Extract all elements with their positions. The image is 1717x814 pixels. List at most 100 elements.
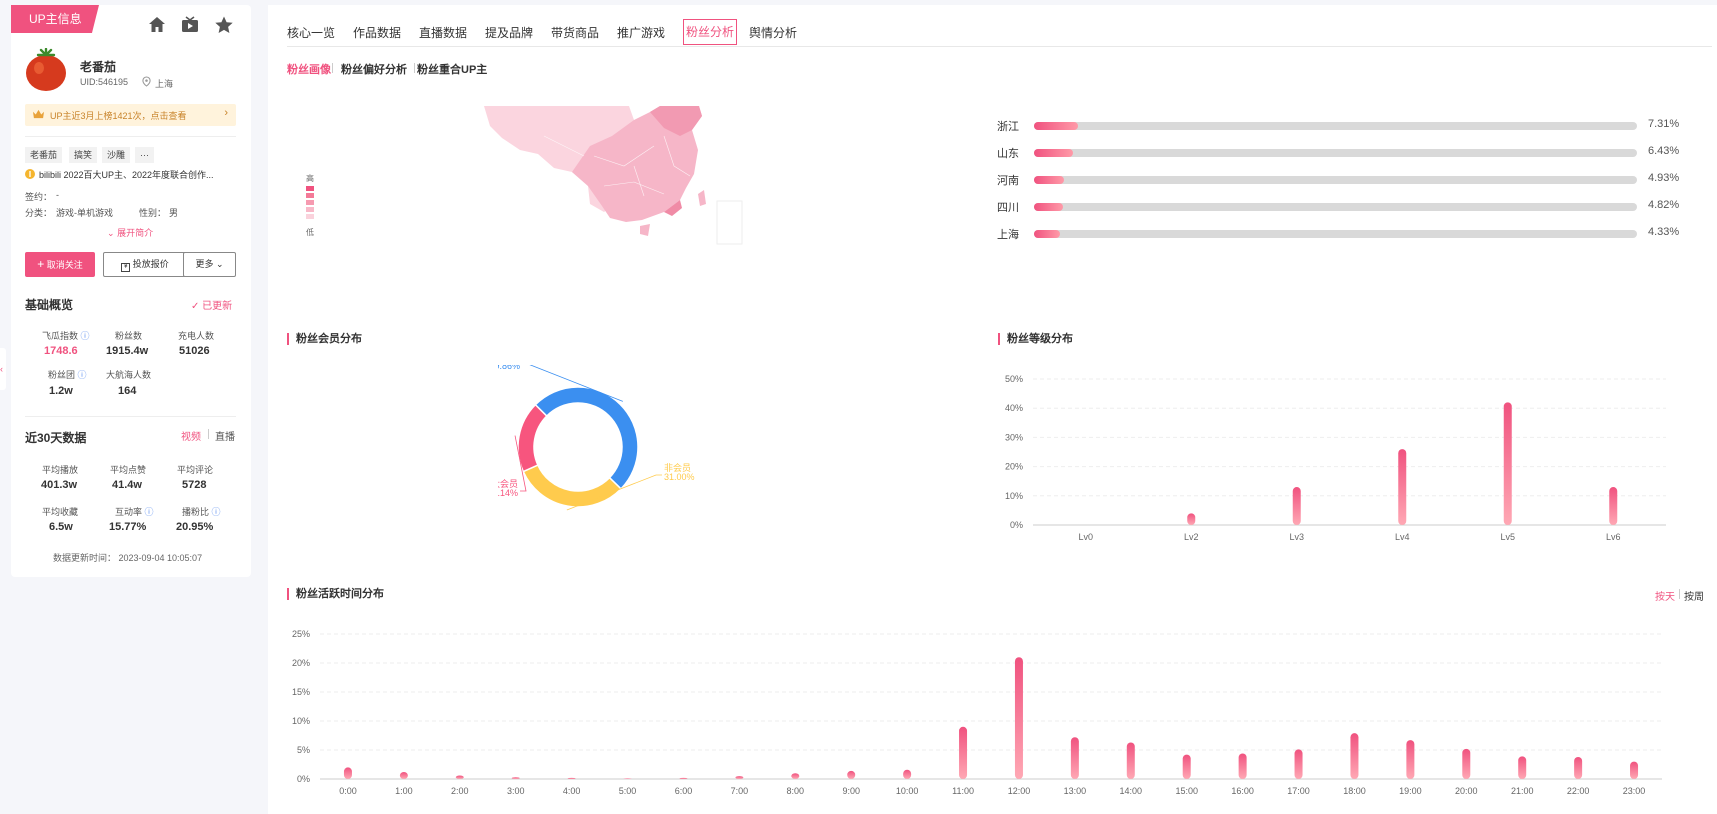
subtab-overlap[interactable]: 粉丝重合UP主 [417,64,488,76]
category-label: 分类： [25,208,53,218]
recent-label: 平均评论 [177,465,214,475]
up-info-sidebar: UP主信息 老番茄 UID:546195 上海 UP主近3月上榜1421次，点击… [11,5,251,577]
bar[interactable] [791,773,800,779]
bar[interactable] [959,726,968,779]
more-button[interactable]: 更多 ⌄ [183,252,236,277]
recent-value: 5728 [182,479,207,491]
x-tick-label: 2:00 [451,786,469,796]
more-label: 更多 [195,259,214,269]
level-bar-chart: 0% 10% 20% 30% 40% 50% Lv0 Lv2 Lv3 Lv4 Lv5 Lv6 [1005,374,1666,542]
donut-slice[interactable] [522,464,623,508]
donut-slice[interactable] [534,386,639,490]
tab-games[interactable]: 推广游戏 [617,26,666,40]
bar[interactable] [511,777,520,779]
collapse-handle[interactable]: ‹ [0,348,6,390]
recent-value: 41.4w [112,479,142,491]
province-bar-fill [1034,122,1079,130]
update-time: 数据更新时间： 2023-09-04 10:05:07 [53,553,203,563]
tab-goods[interactable]: 带货商品 [551,26,600,40]
quote-label: 投放报价 [132,259,169,269]
help-icon[interactable]: ⓘ [144,507,154,517]
gender-label: 性别： [139,208,167,218]
tab-fans[interactable]: 粉丝分析 [683,19,738,45]
bar[interactable] [1503,402,1512,525]
x-tick-label: 14:00 [1120,786,1143,796]
recent-tab-video[interactable]: 视频 [181,432,201,443]
tab-works[interactable]: 作品数据 [353,26,402,40]
main-panel: 核心一览 作品数据 直播数据 提及品牌 带货商品 推广游戏 粉丝分析 舆情分析 … [268,5,1717,814]
bar[interactable] [1630,761,1639,779]
help-icon[interactable]: ⓘ [77,370,87,380]
bar[interactable] [1462,748,1471,779]
bar[interactable] [1574,756,1583,779]
unfollow-label: 取消关注 [46,260,83,270]
province-pct: 6.43% [1648,145,1680,157]
donut-slice[interactable] [517,403,548,473]
bar[interactable] [1182,754,1191,779]
avatar [26,48,66,91]
tab-divider [208,429,209,439]
bar[interactable] [679,777,688,779]
bar[interactable] [1350,733,1359,779]
y-tick-label: 40% [1005,403,1023,413]
bar[interactable] [1238,753,1247,779]
china-map[interactable] [484,106,746,246]
star-icon[interactable] [214,15,234,35]
bar[interactable] [1014,657,1023,779]
tab-brands[interactable]: 提及品牌 [485,26,534,40]
donut-leader-line [566,474,662,511]
recent-tab-live[interactable]: 直播 [215,432,235,443]
bar[interactable] [1126,742,1135,779]
bar[interactable] [623,778,632,779]
bar[interactable] [1294,749,1303,779]
x-tick-label: 23:00 [1623,786,1646,796]
x-tick-label: Lv3 [1289,532,1304,542]
active-tab-day[interactable]: 按天 [1655,592,1675,603]
unfollow-button[interactable]: + 取消关注 [25,252,95,277]
bar[interactable] [567,777,576,779]
map-legend-scale [306,186,314,219]
rank-banner[interactable]: UP主近3月上榜1421次，点击查看 › [25,104,236,126]
bar[interactable] [1292,487,1301,525]
stat-label: 飞瓜指数 ⓘ [42,331,90,341]
bar[interactable] [1398,449,1407,525]
x-tick-label: Lv4 [1395,532,1410,542]
subtab-portrait[interactable]: 粉丝画像 [287,64,331,76]
stat-label: 充电人数 [178,331,215,341]
bar[interactable] [735,776,744,779]
quote-button[interactable]: ¥ 投放报价 [103,252,187,277]
expand-intro-label: 展开简介 [117,228,154,238]
tab-core[interactable]: 核心一览 [287,26,336,40]
bar[interactable] [1187,513,1196,525]
bar[interactable] [1070,737,1079,779]
bar[interactable] [1406,740,1415,779]
expand-intro-link[interactable]: ⌄ 展开简介 [107,226,153,239]
help-icon[interactable]: ⓘ [80,331,90,341]
x-tick-label: 10:00 [896,786,919,796]
recent-label: 平均点赞 [110,465,147,475]
bar[interactable] [847,770,856,779]
donut-category-label: 非会员 [664,462,691,473]
bar[interactable] [903,769,912,779]
bar[interactable] [1518,756,1527,779]
recent-label: 平均播放 [42,465,79,475]
tag-more[interactable]: ··· [135,147,154,163]
recent-label: 平均收藏 [42,507,79,517]
home-icon[interactable] [147,15,167,35]
x-tick-label: 17:00 [1287,786,1310,796]
bar[interactable] [455,775,464,779]
tab-live[interactable]: 直播数据 [419,26,468,40]
help-icon[interactable]: ⓘ [211,507,221,517]
bar[interactable] [399,772,408,779]
bar[interactable] [1609,487,1618,525]
bar[interactable] [343,767,352,779]
medal-icon [25,169,35,179]
tab-opinion[interactable]: 舆情分析 [749,26,798,40]
active-tab-week[interactable]: 按周 [1684,592,1704,603]
x-tick-label: 9:00 [842,786,860,796]
member-section-title: 粉丝会员分布 [287,333,362,345]
video-icon[interactable] [180,15,200,35]
province-bar-fill [1034,230,1061,238]
subtab-preference[interactable]: 粉丝偏好分析 [341,64,407,76]
province-pct: 7.31% [1648,118,1680,130]
